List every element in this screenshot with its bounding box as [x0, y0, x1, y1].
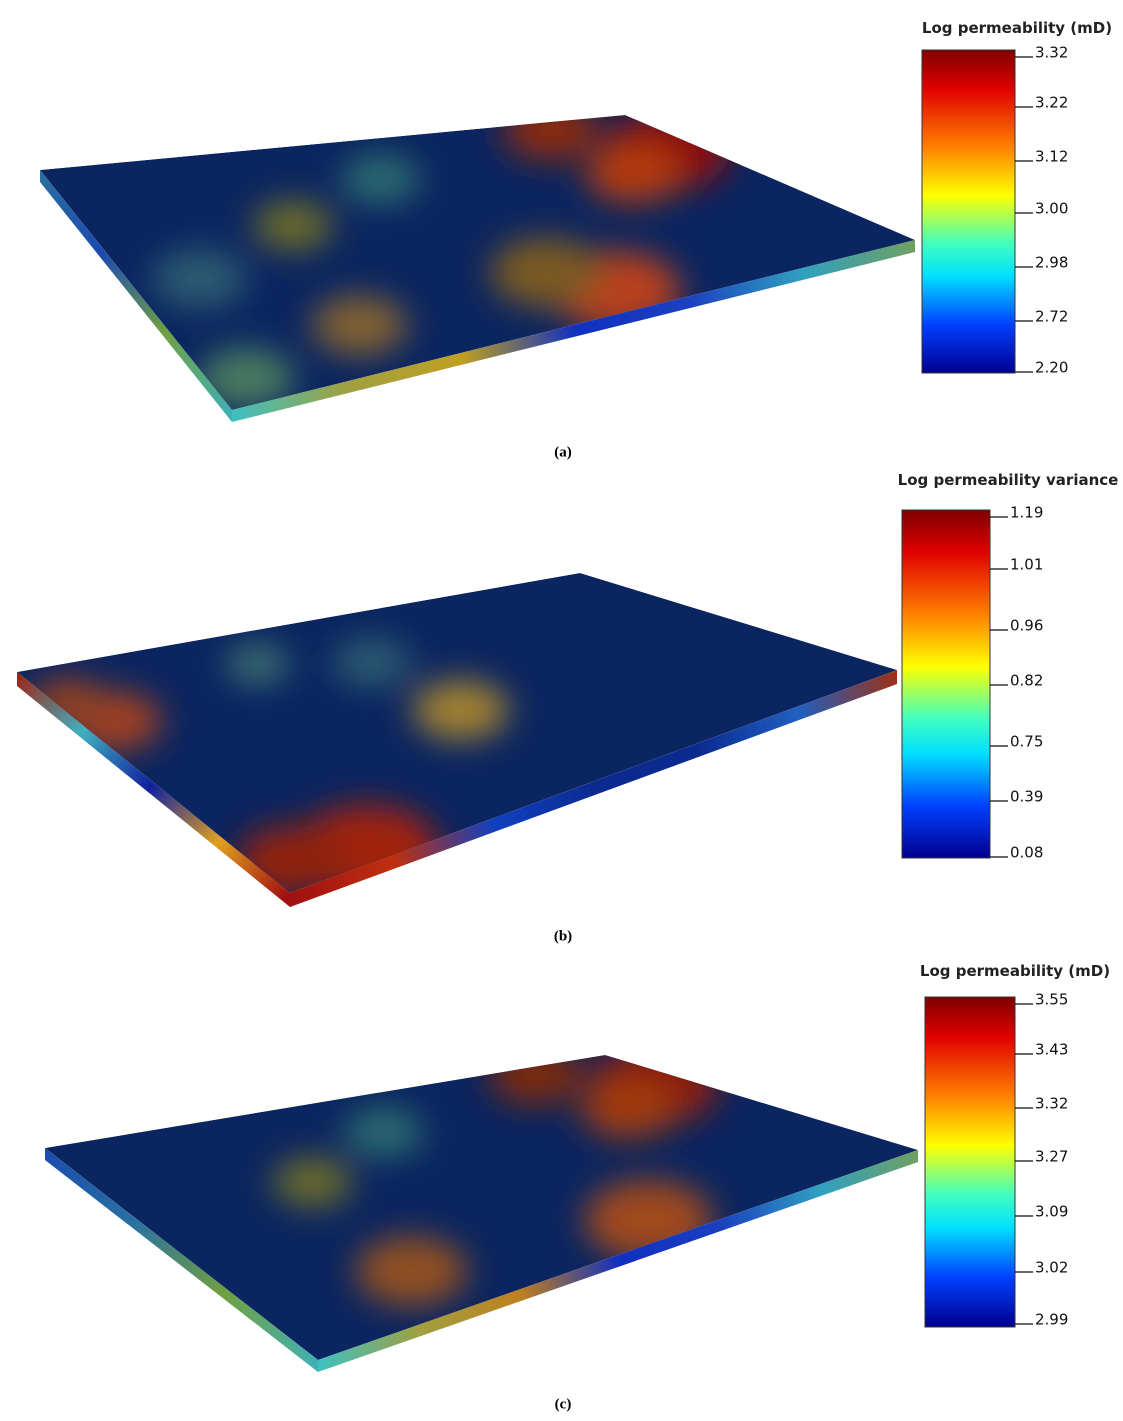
colorbar-title: Log permeability (mD) — [922, 19, 1112, 37]
heat-blobs — [151, 115, 732, 409]
colorbar-tick-label: 0.39 — [1010, 788, 1043, 806]
colorbar-tick-label: 1.01 — [1010, 556, 1043, 574]
colorbar-tick-label: 3.32 — [1035, 44, 1068, 62]
colorbar-tick-label: 0.96 — [1010, 617, 1043, 635]
colorbar-tick-label: 2.20 — [1035, 359, 1068, 377]
colorbar — [921, 49, 1016, 374]
colorbar-tick-label: 0.82 — [1010, 672, 1043, 690]
heat-blob — [311, 295, 408, 356]
slab-left-side — [40, 170, 232, 422]
heat-blob — [198, 348, 295, 409]
colorbar-title: Log permeability variance — [898, 471, 1119, 489]
colorbar-tick-label: 3.02 — [1035, 1259, 1068, 1277]
colorbar — [901, 509, 991, 859]
heat-blob — [490, 237, 603, 308]
slab-front-side — [318, 1150, 918, 1372]
colorbar-tick-label: 2.72 — [1035, 308, 1068, 326]
reservoir-model — [40, 115, 915, 422]
heat-blob — [340, 154, 421, 204]
colorbar-tick-label: 3.12 — [1035, 148, 1068, 166]
heat-blob — [225, 643, 290, 684]
colorbar-tick-label: 3.09 — [1035, 1203, 1068, 1221]
slab-top-base — [40, 115, 915, 410]
heat-blob — [580, 1078, 677, 1139]
slab-left-side — [17, 672, 290, 907]
colorbar-tick-label: 3.27 — [1035, 1148, 1068, 1166]
heat-blob — [272, 1157, 353, 1208]
slab-top — [17, 573, 897, 893]
slab-top-base — [45, 1055, 918, 1360]
colorbar-tick-label: 3.32 — [1035, 1095, 1068, 1113]
colorbar-tick-label: 0.75 — [1010, 733, 1043, 751]
colorbar-tick-label: 2.99 — [1035, 1311, 1068, 1329]
heat-blob — [332, 637, 413, 688]
caption: (a) — [554, 444, 572, 460]
heat-blob — [585, 143, 682, 204]
colorbar-tick-label: 3.00 — [1035, 200, 1068, 218]
slab-front-side — [290, 670, 897, 907]
colorbar — [924, 996, 1016, 1328]
heat-blob — [412, 679, 509, 740]
heat-blob — [488, 1055, 585, 1105]
heat-blob — [252, 200, 333, 251]
heat-blobs — [272, 1055, 719, 1306]
heat-blob — [503, 115, 600, 161]
heat-blob — [151, 248, 248, 309]
slab-top — [40, 115, 915, 410]
slab-left-side — [45, 1148, 318, 1372]
caption: (c) — [555, 1396, 572, 1412]
colorbar-tick-label: 3.43 — [1035, 1041, 1068, 1059]
heat-blob — [343, 1107, 424, 1158]
colorbar-tick-label: 3.22 — [1035, 94, 1068, 112]
colorbar-tick-label: 3.55 — [1035, 991, 1068, 1009]
slab-front-side — [232, 240, 915, 422]
caption: (b) — [554, 928, 572, 944]
colorbar-title: Log permeability (mD) — [920, 962, 1110, 980]
colorbar-tick-label: 0.08 — [1010, 844, 1043, 862]
heat-blob — [355, 1235, 468, 1306]
colorbar-tick-label: 2.98 — [1035, 254, 1068, 272]
reservoir-model — [17, 573, 897, 907]
colorbar-tick-label: 1.19 — [1010, 504, 1043, 522]
slab-top — [45, 1055, 918, 1360]
reservoir-model — [45, 1055, 918, 1372]
